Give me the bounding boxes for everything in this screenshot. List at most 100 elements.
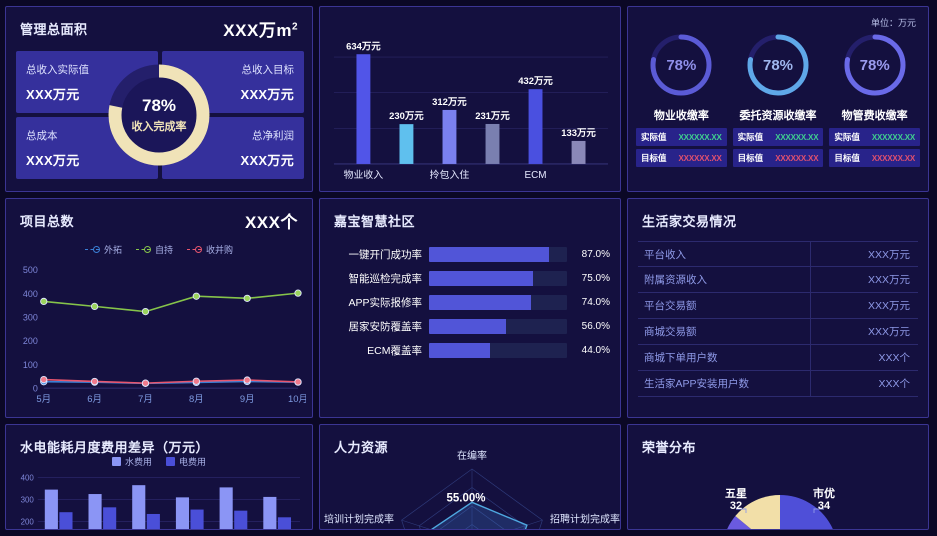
- panel-title-utilities: 水电能耗月度费用差异（万元）: [20, 440, 210, 455]
- progress-value: 87.0%: [581, 249, 610, 260]
- project-count-headline: XXX个: [244, 213, 298, 232]
- panel-managed-area: 管理总面积 XXX万m2 总收入实际值 XXX万元 总收入目标 XXX万元 总成…: [5, 6, 313, 192]
- progress-row: 一键开门成功率 87.0%: [330, 247, 610, 262]
- svg-text:230万元: 230万元: [389, 110, 424, 121]
- legend-line-icon: [187, 249, 201, 250]
- svg-text:200: 200: [23, 336, 38, 346]
- gauge-target-value: XXXXXX.XX: [871, 153, 916, 163]
- legend-label: 电费用: [179, 457, 207, 467]
- progress-fill: [429, 247, 550, 262]
- gauge-ring: 78%: [742, 29, 814, 101]
- svg-text:300: 300: [21, 496, 35, 505]
- utilities-bar-chart: 200 300 400: [21, 473, 301, 529]
- svg-text:0: 0: [33, 384, 38, 394]
- legend-line-icon: [135, 249, 150, 250]
- utilities-legend-item-0[interactable]: 水费用: [111, 455, 152, 468]
- utilities-legend-item-1[interactable]: 电费用: [166, 455, 206, 468]
- gauge-ring: 78%: [645, 29, 717, 101]
- gauge-target-value: XXXXXX.XX: [678, 153, 722, 163]
- svg-text:200: 200: [21, 518, 35, 527]
- table-row[interactable]: 平台交易额 XXX万元: [638, 293, 918, 319]
- managed-area-value: XXX万m: [223, 21, 292, 40]
- kpi-grid: 总收入实际值 XXX万元 总收入目标 XXX万元 总成本 XXX万元 总净利润 …: [16, 51, 304, 179]
- gauge-percent: 78%: [666, 56, 697, 74]
- progress-track: [429, 271, 567, 286]
- kpi-value: XXX万元: [240, 152, 294, 168]
- gauge-svg: [747, 34, 809, 96]
- panel-transactions: 生活家交易情况 平台收入 XXX万元 附属资源收入 XXX万元 平台交易额 XXX万元 商城…: [627, 198, 929, 418]
- legend-label: 收并购: [206, 245, 234, 255]
- gauge-target-row: 目标值 XXXXXX.XX: [829, 149, 921, 167]
- donut-svg: [108, 64, 210, 166]
- table-row[interactable]: 平台收入 XXX万元: [638, 241, 918, 267]
- row-value: XXX个: [810, 345, 918, 370]
- row-value: XXX万元: [810, 293, 918, 318]
- svg-text:5月: 5月: [36, 393, 51, 404]
- progress-value: 44.0%: [581, 345, 610, 356]
- table-row[interactable]: 商城下单用户数 XXX个: [638, 345, 918, 371]
- gauge-target-label: 目标值: [834, 153, 860, 163]
- gauge-svg: [844, 34, 906, 96]
- svg-text:634万元: 634万元: [346, 40, 381, 51]
- legend-item-0[interactable]: 外拓: [84, 243, 122, 256]
- svg-text:231万元: 231万元: [475, 110, 510, 121]
- gauge-actual-label: 实际值: [641, 132, 667, 142]
- kpi-label: 总净利润: [252, 129, 294, 142]
- gauge-actual-value: XXXXXX.XX: [678, 132, 722, 142]
- legend-item-2[interactable]: 收并购: [187, 243, 233, 256]
- gauge-target-row: 目标值 XXXXXX.XX: [732, 149, 824, 167]
- row-label: 平台交易额: [644, 300, 697, 312]
- managed-area-sup: 2: [291, 21, 298, 33]
- panel-smart-community: 嘉宝智慧社区 一键开门成功率 87.0% 智能巡检完成率 75.0% APP实际报修率 7…: [319, 198, 621, 418]
- svg-text:100: 100: [23, 360, 38, 370]
- gauge-ring: 78%: [839, 29, 911, 101]
- row-label: 生活家APP安装用户数: [644, 378, 750, 390]
- gauge-actual-row: 实际值 XXXXXX.XX: [829, 128, 921, 146]
- gauge-svg: [650, 34, 712, 96]
- progress-row: 智能巡检完成率 75.0%: [330, 271, 610, 286]
- svg-text:10月: 10月: [288, 393, 306, 404]
- svg-text:8月: 8月: [189, 393, 204, 404]
- progress-label: 居家安防覆盖率: [348, 321, 423, 333]
- svg-text:400: 400: [21, 473, 35, 482]
- gauge-percent: 78%: [859, 56, 890, 74]
- kpi-label: 总收入实际值: [26, 63, 89, 76]
- kpi-value: XXX万元: [240, 86, 294, 102]
- svg-text:432万元: 432万元: [518, 75, 553, 86]
- progress-fill: [429, 343, 490, 358]
- panel-title-hr: 人力资源: [334, 440, 389, 455]
- gauge-actual-row: 实际值 XXXXXX.XX: [732, 128, 824, 146]
- income-completion-donut: 78% 收入完成率: [99, 55, 219, 175]
- row-label: 商城下单用户数: [644, 352, 718, 364]
- svg-text:7月: 7月: [138, 393, 153, 404]
- gauge-target-label: 目标值: [737, 153, 764, 163]
- panel-title-smart-community: 嘉宝智慧社区: [334, 214, 416, 229]
- panel-title-honors: 荣誉分布: [642, 440, 697, 455]
- project-line-chart: 0 100 200 300 400 500 5月 6月 7月 8月 9月 10月: [23, 265, 306, 404]
- panel-honors: 荣誉分布 五星 32 市优 34: [627, 424, 929, 530]
- svg-text:市优: 市优: [813, 486, 835, 500]
- kpi-value: XXX万元: [26, 86, 80, 102]
- table-row[interactable]: 生活家APP安装用户数 XXX个: [638, 371, 918, 397]
- kpi-label: 总收入目标: [241, 63, 295, 76]
- svg-text:招聘计划完成率: 招聘计划完成率: [550, 512, 620, 525]
- progress-track: [429, 295, 567, 310]
- progress-track: [429, 247, 567, 262]
- legend-item-1[interactable]: 自持: [135, 243, 173, 256]
- panel-income-bars: 634万元 230万元 312万元 231万元 432万元 133万元 物业收入 拎包入住 EC…: [319, 6, 621, 192]
- legend-swatch-icon: [111, 457, 121, 466]
- progress-track: [429, 343, 567, 358]
- gauge-target-label: 目标值: [641, 153, 667, 163]
- gauge-percent: 78%: [762, 56, 794, 74]
- progress-row: ECM覆盖率 44.0%: [330, 343, 610, 358]
- progress-value: 75.0%: [581, 273, 610, 284]
- table-row[interactable]: 商城交易额 XXX万元: [638, 319, 918, 345]
- table-row[interactable]: 附属资源收入 XXX万元: [638, 267, 918, 293]
- transactions-table: 平台收入 XXX万元 附属资源收入 XXX万元平台交易额 XXX万元 商城交易额 XXX万元…: [638, 241, 918, 397]
- gauge-actual-label: 实际值: [737, 132, 764, 142]
- legend-label: 水费用: [124, 457, 152, 467]
- gauge-label: 物业收缴率: [653, 110, 709, 122]
- progress-value: 56.0%: [581, 321, 610, 332]
